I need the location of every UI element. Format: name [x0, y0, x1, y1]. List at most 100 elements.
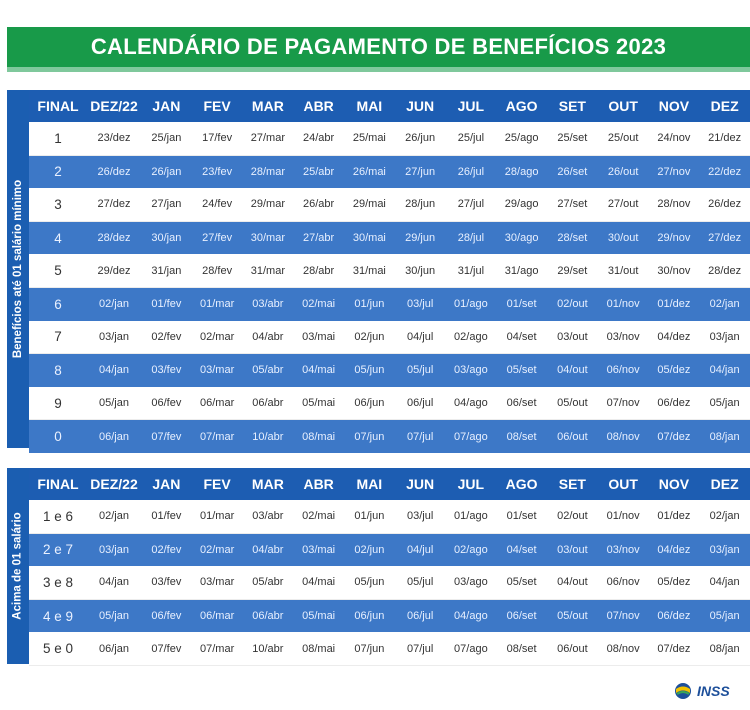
- payment-table-2: FINAL DEZ/22 JAN FEV MAR ABR MAI JUN JUL AGO SET OU…: [29, 468, 750, 666]
- payment-date-cell: 22/dez: [699, 155, 750, 189]
- payment-date-cell: 06/dez: [648, 599, 700, 633]
- payment-date-cell: 27/set: [547, 188, 598, 222]
- payment-date-cell: 27/out: [597, 188, 649, 222]
- payment-date-cell: 28/jul: [445, 221, 497, 255]
- payment-date-cell: 04/ago: [445, 599, 497, 633]
- payment-date-cell: 26/abr: [293, 188, 344, 222]
- payment-date-cell: 28/jun: [394, 188, 446, 222]
- payment-date-cell: 04/mai: [293, 353, 344, 387]
- payment-date-cell: 02/jun: [344, 533, 395, 567]
- section-label: Acima de 01 salário: [12, 512, 24, 620]
- payment-date-cell: 04/jan: [87, 566, 141, 600]
- payment-date-cell: 31/ago: [496, 254, 547, 288]
- payment-date-cell: 30/out: [597, 221, 649, 255]
- payment-date-cell: 10/abr: [242, 419, 294, 453]
- payment-date-cell: 06/fev: [141, 386, 192, 421]
- table-row: 0 06/jan 07/fev 07/mar 10/abr 08/mai 07/jun 07/…: [29, 419, 750, 453]
- payment-date-cell: 01/nov: [597, 287, 649, 321]
- payment-date-cell: 03/mar: [191, 353, 243, 387]
- inss-logo-text: INSS: [697, 683, 730, 699]
- payment-date-cell: 28/dez: [87, 221, 141, 255]
- payment-date-cell: 29/set: [547, 254, 598, 288]
- payment-date-cell: 08/set: [496, 632, 547, 666]
- payment-date-cell: 02/jan: [87, 287, 141, 321]
- final-digit-cell: 3: [29, 188, 87, 222]
- final-digit-cell: 0: [29, 419, 87, 453]
- payment-date-cell: 25/abr: [293, 155, 344, 189]
- page-title: CALENDÁRIO DE PAGAMENTO DE BENEFÍCIOS 20…: [90, 34, 667, 59]
- payment-date-cell: 03/nov: [597, 320, 649, 355]
- payment-date-cell: 10/abr: [242, 632, 294, 666]
- payment-date-cell: 03/jul: [394, 287, 446, 321]
- payment-date-cell: 02/ago: [445, 533, 497, 567]
- payment-date-cell: 02/mai: [293, 500, 344, 534]
- payment-date-cell: 31/out: [597, 254, 649, 288]
- payment-date-cell: 02/jan: [699, 500, 750, 534]
- table-row: 3 e 8 04/jan 03/fev 03/mar 05/abr 04/mai 05/ju…: [29, 566, 750, 600]
- payment-date-cell: 05/jul: [394, 566, 446, 600]
- payment-date-cell: 04/jan: [699, 353, 750, 387]
- final-digit-cell: 2 e 7: [29, 533, 87, 567]
- column-header-month: MAI: [344, 90, 395, 122]
- payment-date-cell: 06/jul: [394, 599, 446, 633]
- payment-date-cell: 29/nov: [648, 221, 700, 255]
- payment-date-cell: 05/jan: [87, 599, 141, 633]
- payment-date-cell: 25/jul: [445, 122, 497, 156]
- payment-date-cell: 03/ago: [445, 353, 497, 387]
- table-row: 4 e 9 05/jan 06/fev 06/mar 06/abr 05/mai 06/ju…: [29, 599, 750, 633]
- payment-date-cell: 06/abr: [242, 599, 294, 633]
- payment-date-cell: 01/ago: [445, 500, 497, 534]
- payment-date-cell: 31/jan: [141, 254, 192, 288]
- payment-date-cell: 23/dez: [87, 122, 141, 156]
- payment-date-cell: 06/nov: [597, 353, 649, 387]
- payment-date-cell: 05/set: [496, 566, 547, 600]
- payment-date-cell: 05/jan: [699, 599, 750, 633]
- payment-date-cell: 25/out: [597, 122, 649, 156]
- payment-date-cell: 03/nov: [597, 533, 649, 567]
- payment-date-cell: 26/set: [547, 155, 598, 189]
- payment-date-cell: 27/fev: [191, 221, 243, 255]
- payment-date-cell: 01/dez: [648, 500, 700, 534]
- payment-date-cell: 24/fev: [191, 188, 243, 222]
- payment-date-cell: 01/ago: [445, 287, 497, 321]
- payment-date-cell: 07/dez: [648, 632, 700, 666]
- table-row: 2 26/dez 26/jan 23/fev 28/mar 25/abr 26/mai 27/…: [29, 155, 750, 189]
- payment-date-cell: 30/mar: [242, 221, 294, 255]
- payment-date-cell: 03/out: [547, 533, 598, 567]
- payment-date-cell: 29/ago: [496, 188, 547, 222]
- payment-date-cell: 02/jan: [699, 287, 750, 321]
- payment-date-cell: 06/jul: [394, 386, 446, 421]
- payment-table-1: FINAL DEZ/22 JAN FEV MAR ABR MAI JUN JUL AGO SET OU…: [29, 90, 750, 453]
- final-digit-cell: 5 e 0: [29, 632, 87, 666]
- payment-date-cell: 26/jul: [445, 155, 497, 189]
- payment-date-cell: 26/jan: [141, 155, 192, 189]
- payment-date-cell: 02/fev: [141, 320, 192, 355]
- column-header-month: AGO: [496, 90, 547, 122]
- payment-date-cell: 04/out: [547, 353, 598, 387]
- payment-date-cell: 06/jan: [87, 632, 141, 666]
- payment-date-cell: 03/mai: [293, 533, 344, 567]
- payment-date-cell: 27/jul: [445, 188, 497, 222]
- payment-date-cell: 07/nov: [597, 386, 649, 421]
- payment-date-cell: 29/jun: [394, 221, 446, 255]
- payment-date-cell: 26/dez: [87, 155, 141, 189]
- payment-date-cell: 04/abr: [242, 320, 294, 355]
- payment-date-cell: 27/jun: [394, 155, 446, 189]
- table-row: 4 28/dez 30/jan 27/fev 30/mar 27/abr 30/mai 29/…: [29, 221, 750, 255]
- payment-date-cell: 05/out: [547, 599, 598, 633]
- payment-date-cell: 07/dez: [648, 419, 700, 453]
- payment-date-cell: 04/out: [547, 566, 598, 600]
- payment-date-cell: 06/abr: [242, 386, 294, 421]
- payment-date-cell: 01/jun: [344, 500, 395, 534]
- table-row: 5 29/dez 31/jan 28/fev 31/mar 28/abr 31/mai 30/…: [29, 254, 750, 288]
- payment-date-cell: 27/dez: [699, 221, 750, 255]
- payment-date-cell: 01/nov: [597, 500, 649, 534]
- column-header-final: FINAL: [29, 468, 87, 500]
- column-header-month: ABR: [293, 468, 344, 500]
- section-label: Benefícios até 01 salário mínimo: [12, 179, 25, 359]
- column-header-month: NOV: [648, 468, 700, 500]
- payment-date-cell: 03/mai: [293, 320, 344, 355]
- payment-date-cell: 05/abr: [242, 566, 294, 600]
- payment-date-cell: 27/dez: [87, 188, 141, 222]
- payment-date-cell: 07/mar: [191, 632, 243, 666]
